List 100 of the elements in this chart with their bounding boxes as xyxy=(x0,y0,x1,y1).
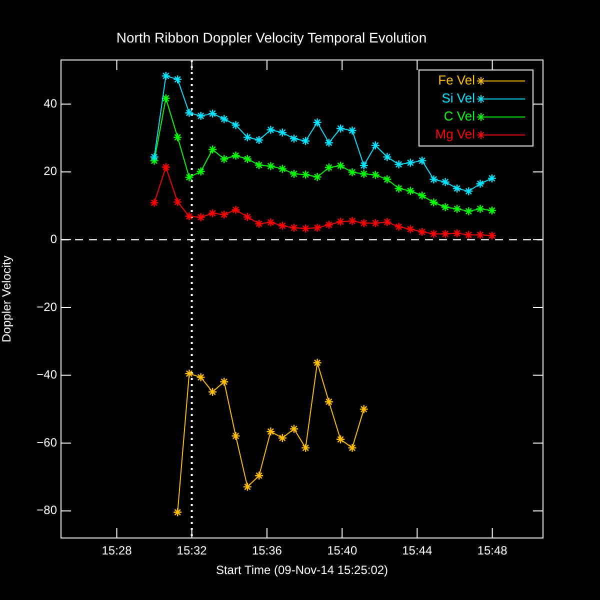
point xyxy=(289,424,299,434)
x-tick-label: 15:28 xyxy=(102,544,132,558)
point xyxy=(231,205,240,214)
point xyxy=(289,223,299,232)
point xyxy=(196,372,206,382)
point xyxy=(196,212,206,222)
point xyxy=(266,426,276,436)
point xyxy=(231,120,240,130)
point xyxy=(336,124,346,134)
point xyxy=(208,387,218,396)
point xyxy=(476,179,485,188)
point xyxy=(487,206,497,216)
x-tick-label: 15:36 xyxy=(252,544,282,558)
x-axis-title: Start Time (09-Nov-14 15:25:02) xyxy=(216,563,388,578)
point xyxy=(266,125,276,134)
point xyxy=(348,126,357,136)
point xyxy=(196,111,206,121)
point xyxy=(220,114,229,124)
point xyxy=(208,208,218,218)
y-tick-label: 20 xyxy=(44,164,58,178)
point xyxy=(418,191,427,200)
point xyxy=(278,128,287,138)
point xyxy=(476,230,485,240)
point xyxy=(312,118,322,127)
point xyxy=(406,224,415,234)
point xyxy=(370,140,380,150)
y-axis-title: Doppler Velocity xyxy=(0,256,14,342)
point xyxy=(173,74,182,84)
y-tick-label: −80 xyxy=(36,503,58,518)
point xyxy=(312,358,322,368)
point xyxy=(476,204,485,214)
point xyxy=(452,184,462,194)
point xyxy=(429,229,438,239)
point xyxy=(336,161,346,170)
point xyxy=(184,172,194,182)
point xyxy=(394,160,404,170)
point xyxy=(464,186,474,196)
point xyxy=(254,471,264,480)
point xyxy=(464,206,474,216)
point xyxy=(487,174,497,183)
point xyxy=(231,431,240,441)
x-tick-label: 15:32 xyxy=(176,544,208,558)
point xyxy=(254,219,264,228)
x-tick-label: 15:40 xyxy=(327,544,358,558)
point xyxy=(254,160,264,170)
point xyxy=(173,197,182,207)
point xyxy=(220,154,229,164)
point xyxy=(220,210,229,220)
point xyxy=(452,204,462,214)
point xyxy=(161,94,170,103)
point xyxy=(150,198,159,208)
point xyxy=(359,218,368,228)
point xyxy=(324,138,334,148)
point xyxy=(242,154,252,164)
y-tick-label: 40 xyxy=(44,96,58,110)
point xyxy=(394,222,404,232)
y-tick-label: −20 xyxy=(36,300,58,314)
y-tick-label: 0 xyxy=(50,232,58,246)
point xyxy=(173,508,182,517)
x-tick-label: 15:44 xyxy=(402,544,432,558)
point xyxy=(301,443,310,452)
point xyxy=(382,152,392,162)
point xyxy=(382,174,392,184)
point xyxy=(161,162,170,172)
point xyxy=(289,169,299,179)
chart-title: North Ribbon Doppler Velocity Temporal Evolution xyxy=(116,29,427,46)
point xyxy=(242,132,252,142)
point xyxy=(161,71,170,81)
point xyxy=(324,220,334,230)
y-tick-label: −60 xyxy=(36,435,58,450)
point xyxy=(278,164,287,174)
point xyxy=(231,151,240,160)
point xyxy=(440,177,450,187)
point xyxy=(301,136,310,146)
point xyxy=(184,212,194,221)
point xyxy=(208,144,218,154)
legend-label: Fe Vel xyxy=(438,72,476,88)
point xyxy=(429,198,438,207)
point xyxy=(382,217,392,227)
point xyxy=(173,132,182,142)
point xyxy=(278,221,287,230)
point xyxy=(312,172,322,182)
point xyxy=(370,218,380,228)
point xyxy=(266,218,276,227)
point xyxy=(254,135,264,145)
point xyxy=(440,229,450,239)
point xyxy=(348,443,357,452)
legend-label: Si Vel xyxy=(442,90,476,106)
point xyxy=(418,156,427,166)
point xyxy=(348,168,357,177)
legend-label: C Vel xyxy=(444,108,476,124)
point xyxy=(242,482,252,492)
point xyxy=(394,184,404,194)
point xyxy=(220,377,229,386)
point xyxy=(324,162,334,172)
point xyxy=(196,166,206,176)
point xyxy=(301,224,310,234)
x-tick-label: 15:48 xyxy=(477,544,508,558)
point xyxy=(418,227,427,236)
point xyxy=(348,216,357,226)
